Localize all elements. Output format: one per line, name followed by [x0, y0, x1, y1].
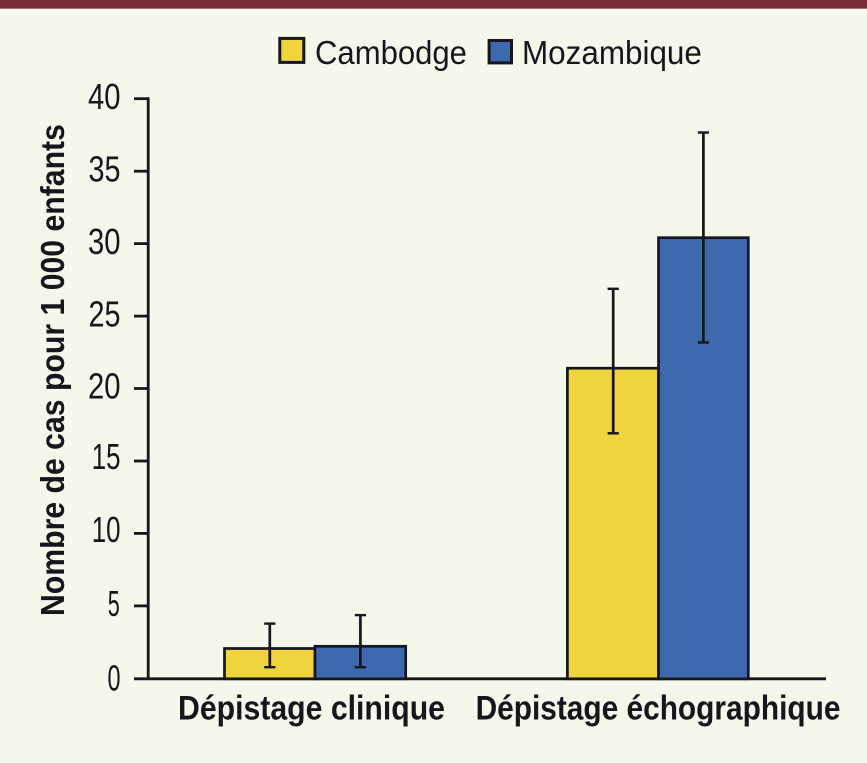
svg-text:5: 5	[108, 585, 120, 625]
svg-text:30: 30	[88, 221, 121, 262]
svg-text:0: 0	[108, 660, 121, 699]
svg-text:25: 25	[89, 294, 121, 334]
svg-text:Nombre de cas pour 1 000 enfan: Nombre de cas pour 1 000 enfants	[33, 124, 71, 616]
svg-text:Mozambique: Mozambique	[522, 34, 702, 71]
svg-text:Dépistage clinique: Dépistage clinique	[178, 689, 445, 727]
svg-text:Cambodge: Cambodge	[315, 34, 467, 71]
svg-text:40: 40	[88, 76, 121, 117]
svg-text:15: 15	[92, 437, 121, 477]
svg-text:20: 20	[88, 366, 121, 407]
svg-text:35: 35	[89, 149, 121, 189]
svg-text:10: 10	[92, 510, 121, 550]
svg-text:Dépistage échographique: Dépistage échographique	[476, 688, 841, 726]
